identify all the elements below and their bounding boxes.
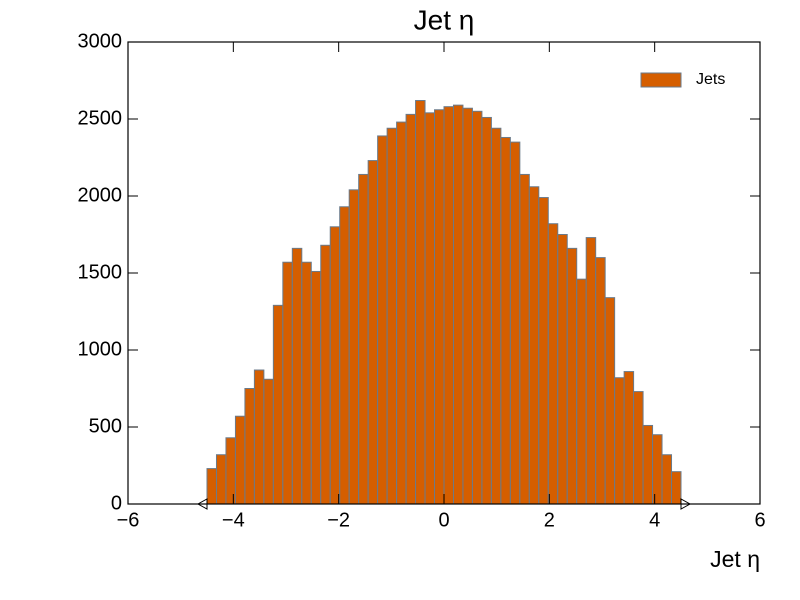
x-tick-label: 6 bbox=[754, 509, 765, 531]
histogram-bar bbox=[528, 186, 540, 505]
histogram-bar bbox=[642, 424, 654, 505]
histogram-bar bbox=[661, 454, 673, 505]
histogram-bar bbox=[386, 127, 398, 505]
histogram-bar bbox=[339, 206, 350, 505]
y-tick-label: 500 bbox=[89, 415, 122, 437]
histogram-bar bbox=[329, 226, 341, 505]
histogram-bar bbox=[206, 468, 217, 505]
histogram-bar bbox=[623, 371, 635, 505]
histogram-bar bbox=[671, 471, 682, 505]
x-tick-label: 4 bbox=[649, 509, 660, 531]
histogram-bar bbox=[633, 391, 644, 505]
histogram-bar bbox=[405, 113, 417, 505]
histogram-bar bbox=[471, 110, 483, 505]
y-tick-label: 1500 bbox=[78, 261, 123, 283]
histogram-bar bbox=[547, 223, 559, 505]
histogram-bar bbox=[377, 135, 388, 505]
x-axis-label: Jet η bbox=[710, 546, 760, 572]
histogram-bar bbox=[301, 261, 312, 505]
y-tick-label: 3000 bbox=[78, 30, 123, 52]
x-tick-label: −2 bbox=[327, 509, 350, 531]
histogram-bar bbox=[348, 189, 360, 505]
legend-label: Jets bbox=[696, 71, 725, 88]
histogram-bar bbox=[424, 112, 436, 505]
histogram-bar bbox=[576, 278, 587, 505]
histogram-bar bbox=[595, 257, 606, 505]
y-tick-label: 2000 bbox=[78, 184, 123, 206]
y-tick-label: 2500 bbox=[78, 107, 123, 129]
histogram-bar bbox=[244, 388, 255, 505]
histogram-bar bbox=[234, 415, 246, 505]
histogram-bar bbox=[566, 247, 578, 505]
histogram-bar bbox=[253, 369, 265, 505]
histogram-bar bbox=[538, 197, 549, 505]
histogram-bar bbox=[225, 437, 236, 505]
histogram-bar bbox=[585, 237, 597, 505]
histogram-bar bbox=[263, 378, 274, 505]
histogram-bar bbox=[462, 107, 473, 505]
histogram-bar bbox=[443, 106, 454, 505]
histogram-bar bbox=[490, 127, 502, 505]
histogram-bar bbox=[215, 454, 227, 505]
histogram-bar bbox=[509, 141, 521, 505]
histogram-bar bbox=[367, 160, 379, 505]
x-tick-label: −4 bbox=[222, 509, 245, 531]
legend-swatch bbox=[640, 72, 682, 88]
histogram-bar bbox=[282, 261, 293, 505]
histogram-bar bbox=[320, 244, 331, 505]
histogram-bar bbox=[652, 434, 663, 505]
histogram-bar bbox=[358, 173, 369, 505]
histogram-bar bbox=[604, 297, 616, 505]
histogram-bar bbox=[272, 304, 284, 505]
histogram-bar bbox=[557, 234, 568, 505]
histogram-bar bbox=[452, 104, 464, 505]
histogram-bar bbox=[434, 109, 445, 505]
histogram-bar bbox=[614, 377, 625, 505]
chart-title: Jet η bbox=[414, 4, 475, 35]
histogram-bar bbox=[396, 121, 407, 505]
x-tick-label: 2 bbox=[544, 509, 555, 531]
histogram-bar bbox=[310, 270, 322, 505]
histogram-bar bbox=[415, 100, 426, 505]
histogram-bar bbox=[519, 173, 530, 505]
histogram-bar bbox=[291, 247, 303, 505]
y-tick-label: 1000 bbox=[78, 338, 123, 360]
x-tick-label: 0 bbox=[438, 509, 449, 531]
y-tick-label: 0 bbox=[111, 492, 122, 514]
x-tick-label: −6 bbox=[117, 509, 140, 531]
histogram-bar bbox=[481, 116, 492, 505]
histogram-bar bbox=[500, 136, 511, 505]
